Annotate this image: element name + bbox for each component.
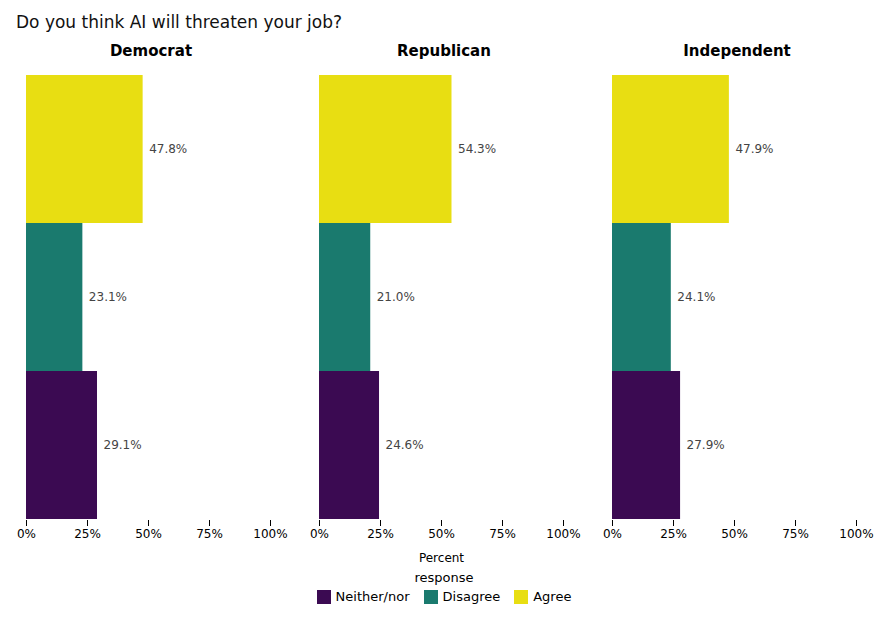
html-text:Do you think AI will threaten: Do you think AI will threaten your job? <box>16 12 342 32</box>
svg-text:54.3%: 54.3% <box>458 142 496 156</box>
svg-text:25%: 25% <box>74 527 101 541</box>
svg-text:24.1%: 24.1% <box>677 290 715 304</box>
svg-text:29.1%: 29.1% <box>104 438 142 452</box>
svg-text:27.9%: 27.9% <box>687 438 725 452</box>
html-text:Republican: Republican <box>397 42 491 60</box>
svg-text:25%: 25% <box>367 527 394 541</box>
html-text:Neither/nor: Neither/nor <box>335 589 410 604</box>
svg-text:23.1%: 23.1% <box>89 290 127 304</box>
html-text:Disagree: Disagree <box>442 589 501 604</box>
svg-text:100%: 100% <box>839 527 873 541</box>
svg-text:24.6%: 24.6% <box>386 438 424 452</box>
svg-text:0%: 0% <box>603 527 622 541</box>
svg-text:100%: 100% <box>546 527 580 541</box>
svg-text:0%: 0% <box>310 527 329 541</box>
html-text:Democrat: Democrat <box>109 42 193 60</box>
svg-text:25%: 25% <box>660 527 687 541</box>
svg-text:50%: 50% <box>428 527 455 541</box>
svg-text:47.9%: 47.9% <box>735 142 773 156</box>
svg-text:100%: 100% <box>253 527 287 541</box>
svg-text:21.0%: 21.0% <box>377 290 415 304</box>
svg-text:50%: 50% <box>135 527 162 541</box>
svg-text:Percent: Percent <box>419 551 464 565</box>
svg-text:47.8%: 47.8% <box>149 142 187 156</box>
html-text:Agree: Agree <box>533 589 572 604</box>
svg-text:75%: 75% <box>489 527 516 541</box>
html-text:Independent: Independent <box>683 42 791 60</box>
html-text:response: response <box>414 570 474 585</box>
svg-text:75%: 75% <box>782 527 809 541</box>
svg-text:0%: 0% <box>17 527 36 541</box>
svg-text:75%: 75% <box>196 527 223 541</box>
svg-text:50%: 50% <box>721 527 748 541</box>
